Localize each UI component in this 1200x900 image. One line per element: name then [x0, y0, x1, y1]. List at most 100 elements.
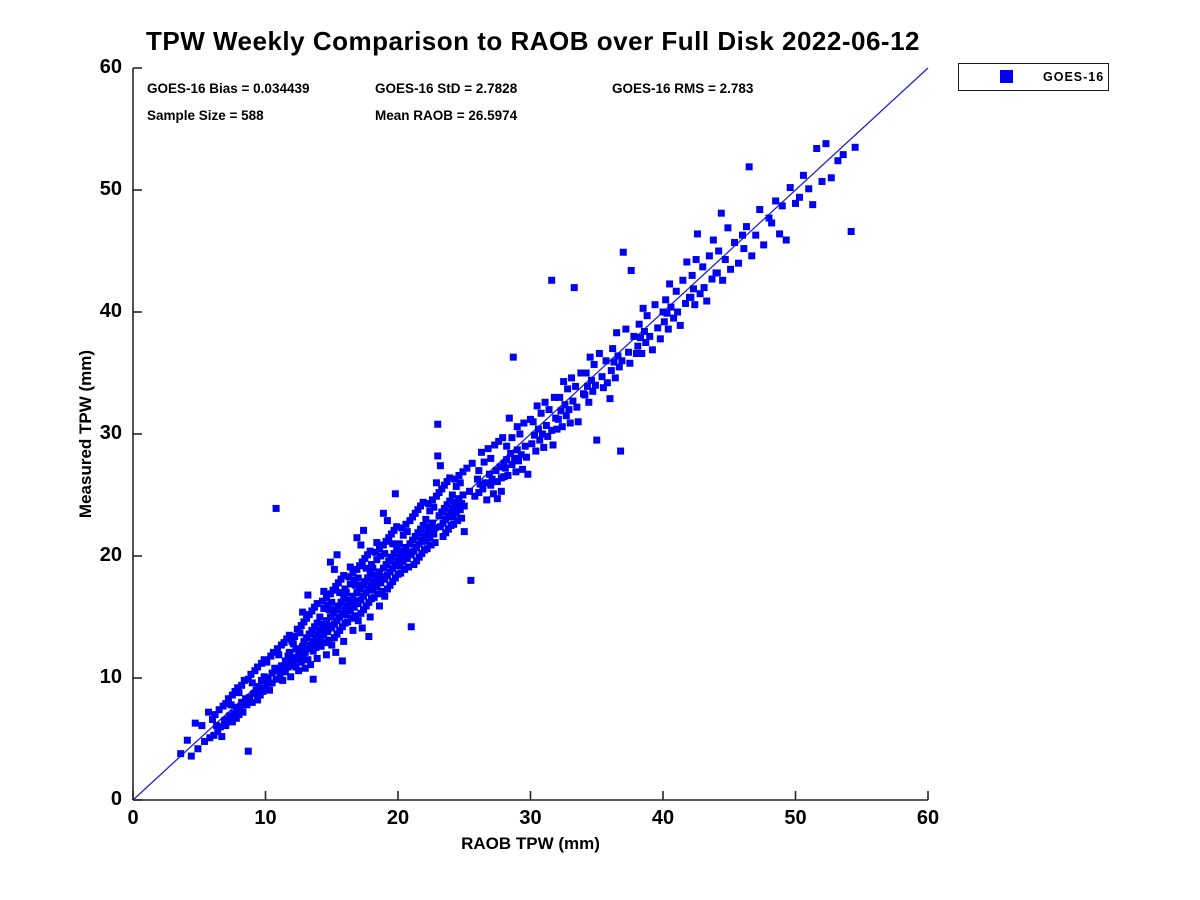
- scatter-point: [519, 465, 527, 473]
- scatter-point: [333, 630, 341, 638]
- scatter-point: [509, 353, 517, 361]
- scatter-point: [309, 637, 317, 645]
- scatter-point: [336, 613, 344, 621]
- scatter-point: [333, 551, 341, 559]
- scatter-point: [448, 491, 456, 499]
- scatter-point: [557, 407, 565, 415]
- scatter-point: [581, 391, 589, 399]
- scatter-point: [813, 145, 821, 153]
- scatter-point: [513, 446, 521, 454]
- scatter-point: [381, 592, 389, 600]
- scatter-point: [455, 471, 463, 479]
- scatter-point: [365, 598, 373, 606]
- scatter-point: [481, 479, 489, 487]
- scatter-point: [577, 369, 585, 377]
- scatter-point: [822, 140, 830, 148]
- scatter-point: [336, 589, 344, 597]
- scatter-point: [397, 569, 405, 577]
- scatter-point: [246, 694, 254, 702]
- scatter-point: [521, 442, 529, 450]
- scatter-point: [549, 441, 557, 449]
- scatter-point: [316, 613, 324, 621]
- scatter-point: [377, 552, 385, 560]
- scatter-point: [320, 587, 328, 595]
- scatter-point: [234, 684, 242, 692]
- scatter-point: [304, 591, 312, 599]
- scatter-point: [735, 259, 743, 267]
- scatter-point: [659, 308, 667, 316]
- scatter-point: [568, 374, 576, 382]
- scatter-point: [361, 554, 369, 562]
- scatter-point: [602, 357, 610, 365]
- scatter-point: [468, 459, 476, 467]
- scatter-point: [272, 504, 280, 512]
- scatter-point: [387, 530, 395, 538]
- scatter-point: [297, 658, 305, 666]
- scatter-point: [346, 607, 354, 615]
- scatter-point: [209, 715, 216, 723]
- scatter-point: [311, 623, 319, 631]
- scatter-point: [357, 609, 365, 617]
- scatter-point: [459, 491, 467, 499]
- scatter-point: [410, 561, 418, 569]
- scatter-point: [484, 445, 492, 453]
- scatter-point: [398, 524, 406, 532]
- y-tick-label: 40: [99, 300, 122, 322]
- scatter-point: [326, 558, 334, 566]
- scatter-point: [338, 609, 346, 617]
- scatter-point: [324, 628, 332, 636]
- scatter-point: [550, 393, 558, 401]
- scatter-point: [426, 534, 434, 542]
- scatter-point: [201, 737, 209, 745]
- scatter-point: [393, 523, 401, 531]
- scatter-point: [724, 224, 732, 232]
- scatter-point: [353, 534, 361, 542]
- scatter-point: [648, 346, 656, 354]
- scatter-point: [748, 252, 756, 260]
- scatter-point: [589, 387, 597, 395]
- scatter-point: [642, 339, 650, 346]
- scatter-point: [435, 489, 443, 497]
- scatter-point: [273, 645, 281, 653]
- scatter-point: [352, 581, 360, 589]
- scatter-point: [508, 461, 516, 468]
- scatter-point: [590, 360, 598, 368]
- scatter-point: [778, 202, 786, 210]
- scatter-point: [745, 163, 753, 171]
- scatter-point: [411, 532, 419, 540]
- scatter-point: [329, 586, 337, 594]
- scatter-point: [283, 635, 291, 643]
- chart-title: TPW Weekly Comparison to RAOB over Full …: [145, 26, 920, 56]
- scatter-point: [662, 296, 670, 304]
- scatter-point: [611, 374, 619, 382]
- legend-marker-swatch: [1000, 70, 1013, 83]
- scatter-point: [703, 297, 711, 305]
- stat-mean-raob-text: Mean RAOB = 26.5974: [375, 108, 518, 123]
- scatter-point: [570, 284, 578, 292]
- scatter-point: [222, 700, 230, 708]
- scatter-point: [443, 501, 451, 509]
- scatter-point: [287, 673, 295, 681]
- scatter-point: [674, 308, 682, 316]
- scatter-point: [251, 667, 259, 675]
- scatter-point: [340, 572, 348, 580]
- x-tick-label: 10: [254, 807, 277, 829]
- scatter-point: [322, 593, 330, 601]
- scatter-point: [544, 432, 552, 440]
- scatter-point: [365, 585, 373, 593]
- scatter-point: [305, 611, 313, 619]
- scatter-point: [354, 600, 362, 608]
- scatter-point: [374, 590, 382, 598]
- scatter-point: [699, 263, 707, 271]
- scatter-point: [394, 557, 402, 565]
- scatter-point: [312, 644, 320, 651]
- scatter-point: [609, 345, 617, 353]
- scatter-point: [260, 673, 268, 681]
- scatter-point: [393, 546, 401, 554]
- scatter-point: [308, 607, 316, 615]
- scatter-point: [487, 481, 495, 489]
- scatter-point: [418, 536, 426, 544]
- scatter-point: [336, 626, 344, 634]
- scatter-point: [341, 606, 349, 614]
- scatter-point: [358, 624, 366, 632]
